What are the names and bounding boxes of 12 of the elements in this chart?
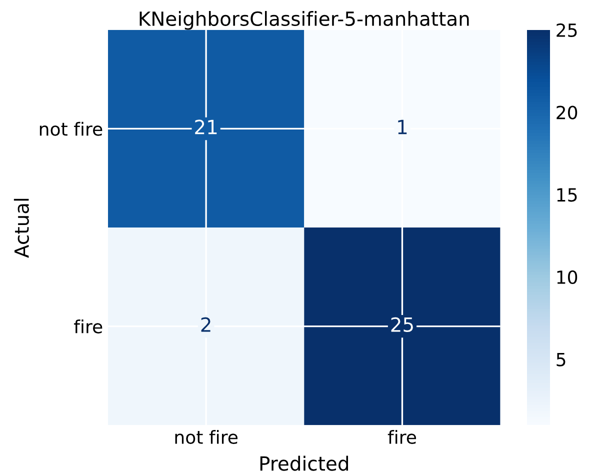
color-bar-label: 25 — [556, 23, 577, 38]
color-bar-label: 20 — [556, 106, 578, 120]
x-axis-title: Predicted — [260, 456, 348, 471]
color-bar-label: 10 — [557, 270, 578, 284]
data-label: 21 — [195, 120, 217, 134]
data-label: 2 — [201, 317, 210, 332]
color-bar-label: 15 — [557, 188, 577, 202]
data-label: 25 — [391, 317, 413, 332]
color-bar-label: 5 — [556, 352, 566, 366]
y-axis-title: Actual — [14, 198, 29, 258]
chart-title: KNeighborsClassifier-5-manhattan — [140, 10, 469, 30]
data-label: 1 — [398, 120, 407, 134]
